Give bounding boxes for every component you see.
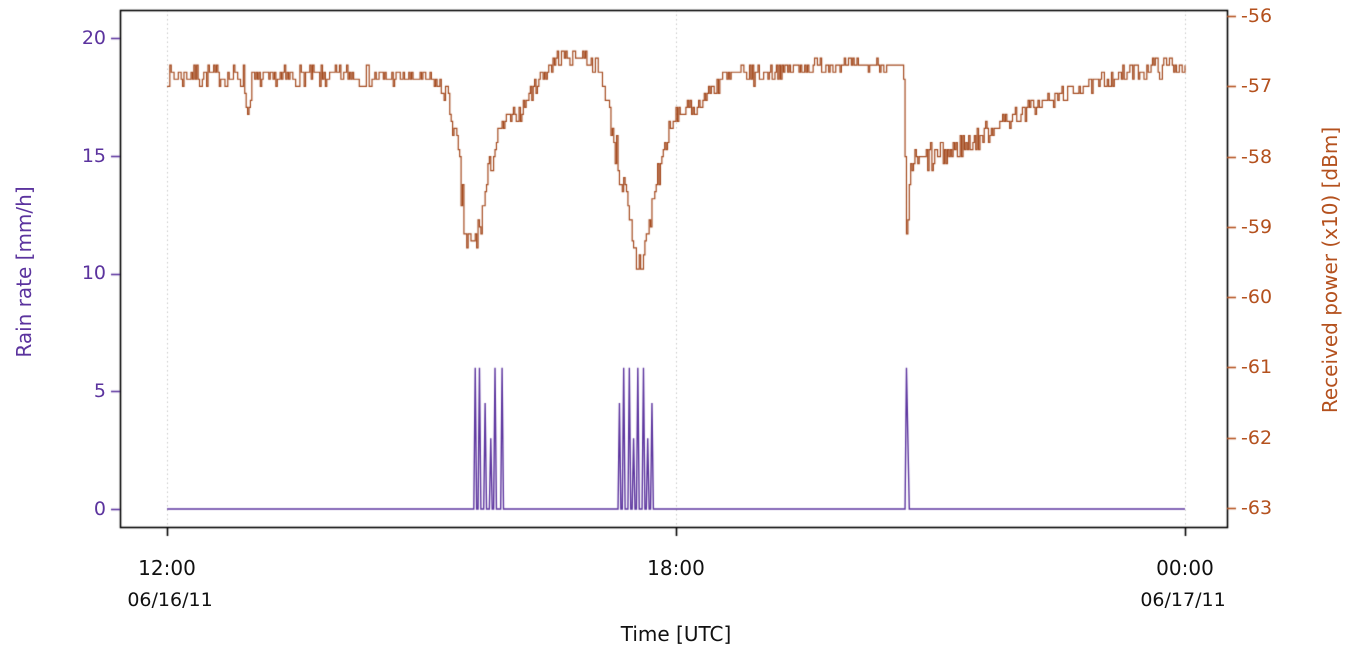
right-axis-tick-label: -59: [1241, 216, 1273, 238]
x-tick-date: 06/17/11: [1140, 589, 1226, 611]
right-axis-title: Received power (x10) [dBm]: [1318, 126, 1342, 414]
right-axis-tick-label: -60: [1241, 286, 1273, 308]
x-tick-label: 00:00: [1156, 556, 1214, 580]
x-axis-title: Time [UTC]: [620, 622, 732, 646]
right-axis-tick-label: -57: [1241, 75, 1273, 97]
left-axis-tick-label: 15: [81, 145, 106, 167]
left-axis-tick-label: 0: [93, 498, 106, 520]
x-tick-date: 06/16/11: [127, 589, 213, 611]
left-axis-title: Rain rate [mm/h]: [12, 186, 36, 358]
right-axis-tick-label: -58: [1241, 146, 1273, 168]
x-tick-label: 18:00: [647, 556, 705, 580]
right-axis-tick-label: -63: [1241, 497, 1273, 519]
left-axis-tick-label: 20: [81, 27, 106, 49]
x-tick-label: 12:00: [138, 556, 196, 580]
right-axis-tick-label: -62: [1241, 427, 1273, 449]
left-axis-tick-label: 10: [81, 262, 106, 284]
left-axis-tick-label: 5: [93, 380, 106, 402]
right-axis-tick-label: -56: [1241, 5, 1273, 27]
right-axis-tick-label: -61: [1241, 356, 1273, 378]
